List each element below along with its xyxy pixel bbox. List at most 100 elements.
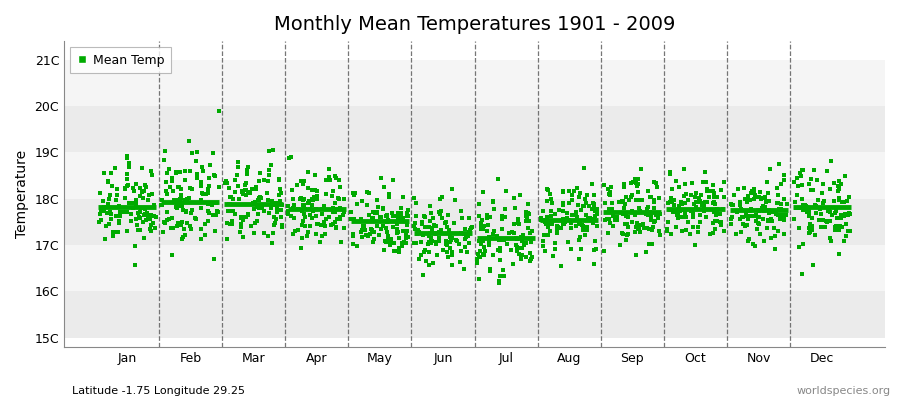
Point	[794, 173, 808, 179]
Point	[122, 200, 136, 206]
Point	[154, 202, 168, 208]
Point	[560, 210, 574, 216]
Point	[664, 195, 679, 202]
Point	[672, 208, 687, 214]
Point	[464, 225, 478, 231]
Point	[696, 200, 710, 206]
Point	[411, 226, 426, 233]
Point	[189, 216, 203, 222]
Point	[764, 235, 778, 242]
Point	[554, 263, 568, 269]
Point	[298, 214, 312, 220]
Point	[223, 200, 238, 207]
Point	[626, 218, 640, 225]
Point	[615, 230, 629, 236]
Point	[124, 200, 139, 206]
Point	[751, 214, 765, 220]
Point	[112, 220, 126, 226]
Point	[212, 184, 227, 190]
Point	[418, 224, 432, 230]
Point	[369, 209, 383, 216]
Point	[137, 211, 151, 218]
Point	[475, 251, 490, 258]
Point	[563, 225, 578, 231]
Point	[194, 226, 208, 232]
Point	[104, 211, 119, 218]
Point	[621, 231, 635, 238]
Point	[111, 229, 125, 235]
Point	[183, 168, 197, 174]
Point	[318, 231, 332, 237]
Point	[544, 208, 558, 214]
Point	[175, 203, 189, 209]
Point	[355, 234, 369, 240]
Point	[395, 194, 410, 200]
Point	[392, 210, 406, 216]
Point	[382, 242, 397, 248]
Point	[426, 260, 440, 266]
Point	[407, 240, 421, 246]
Point	[207, 227, 221, 234]
Point	[770, 228, 785, 234]
Point	[427, 222, 441, 228]
Point	[770, 212, 785, 218]
Point	[458, 236, 473, 242]
Point	[494, 216, 508, 222]
Point	[758, 194, 772, 200]
Point	[319, 216, 333, 222]
Point	[587, 247, 601, 254]
Point	[160, 170, 175, 176]
Point	[462, 233, 476, 239]
Point	[670, 208, 684, 215]
Point	[640, 206, 654, 212]
Point	[493, 248, 508, 254]
Point	[201, 186, 215, 192]
Point	[314, 222, 328, 228]
Point	[108, 229, 122, 236]
Point	[375, 206, 390, 212]
Point	[773, 216, 788, 222]
Point	[498, 206, 512, 212]
Point	[144, 228, 158, 234]
Point	[521, 218, 535, 224]
Point	[261, 232, 275, 239]
Point	[588, 238, 602, 244]
Point	[371, 204, 385, 211]
Point	[274, 190, 288, 196]
Point	[540, 186, 554, 192]
Point	[588, 204, 602, 211]
Point	[429, 231, 444, 237]
Point	[630, 189, 644, 195]
Point	[393, 210, 408, 216]
Point	[422, 218, 436, 224]
Point	[385, 213, 400, 220]
Point	[236, 216, 250, 223]
Point	[751, 220, 765, 226]
Bar	[64, 152, 885, 199]
Point	[183, 184, 197, 191]
Point	[714, 219, 728, 226]
Point	[714, 222, 728, 228]
Point	[309, 231, 323, 238]
Point	[349, 242, 364, 249]
Point	[239, 187, 254, 194]
Point	[626, 208, 640, 214]
Point	[633, 208, 647, 214]
Point	[827, 198, 842, 204]
Point	[120, 183, 134, 189]
Point	[510, 216, 525, 222]
Point	[109, 192, 123, 198]
Point	[233, 215, 248, 222]
Point	[562, 188, 576, 194]
Point	[598, 248, 612, 255]
Point	[266, 147, 280, 153]
Point	[472, 276, 486, 282]
Point	[678, 181, 692, 188]
Point	[834, 212, 849, 218]
Point	[379, 224, 393, 231]
Point	[346, 233, 361, 240]
Point	[739, 213, 753, 219]
Point	[636, 221, 651, 227]
Point	[237, 214, 251, 220]
Point	[354, 216, 368, 222]
